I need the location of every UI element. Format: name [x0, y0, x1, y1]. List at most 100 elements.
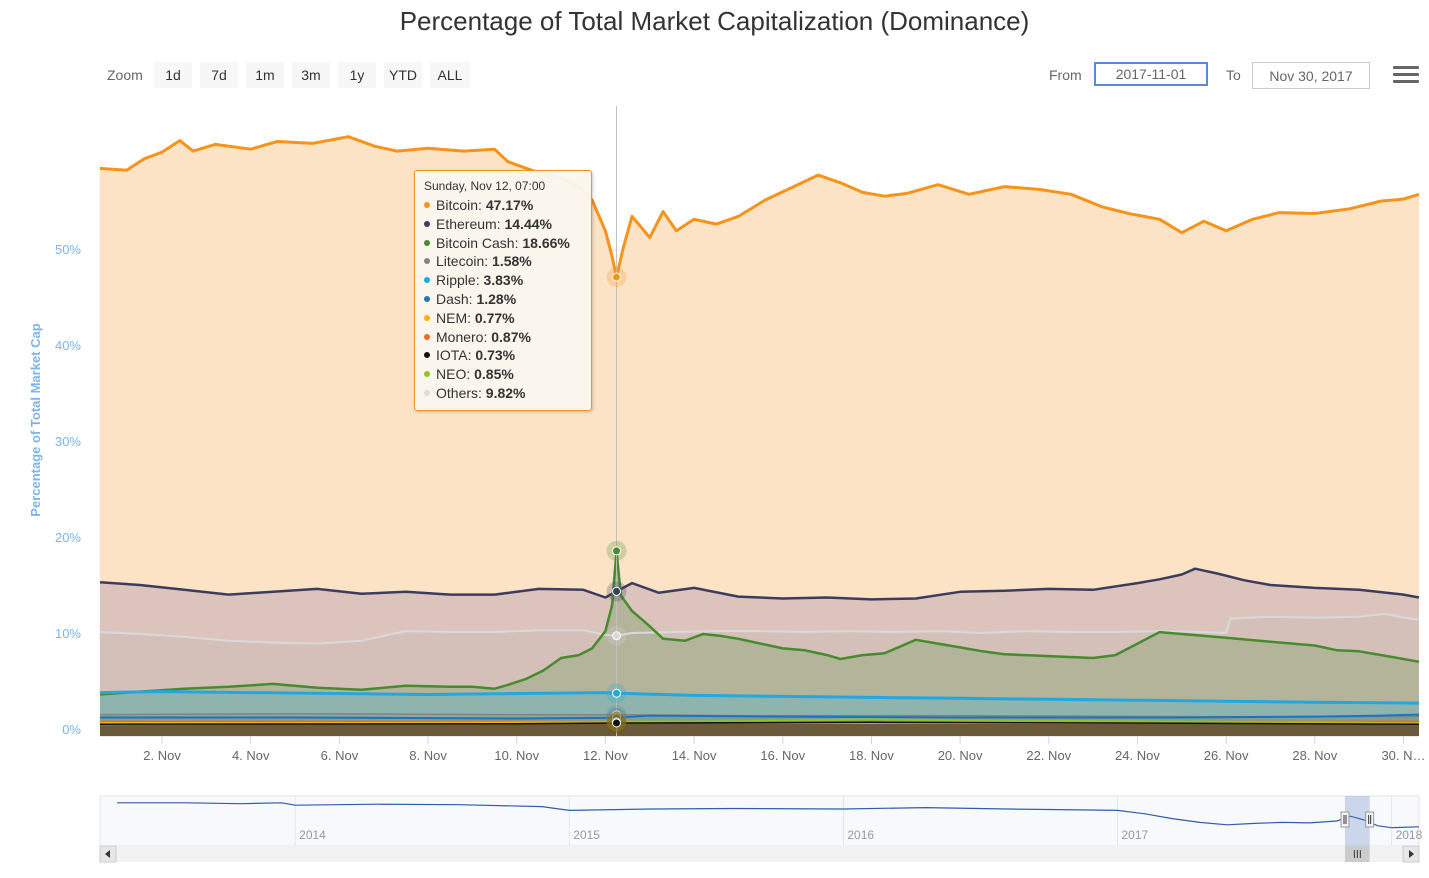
hover-marker-bitcoin [612, 272, 622, 282]
tooltip-header: Sunday, Nov 12, 07:00 [424, 179, 546, 193]
tooltip-series-name: NEO: [436, 366, 475, 383]
zoom-1m-button[interactable]: 1m [246, 62, 284, 88]
navigator-year-label: 2015 [573, 828, 600, 842]
x-tick-label: 22. Nov [1026, 748, 1071, 763]
navigator-left-handle[interactable] [1340, 811, 1350, 828]
hover-marker-ripple [612, 688, 622, 698]
hamburger-menu-icon[interactable] [1393, 66, 1419, 88]
from-date-input[interactable] [1094, 62, 1208, 86]
scrollbar-track[interactable] [100, 846, 1419, 862]
x-tick-label: 24. Nov [1115, 748, 1160, 763]
x-tick-label: 16. Nov [760, 748, 805, 763]
tooltip-series-name: NEM: [436, 309, 475, 326]
x-tick-label: 8. Nov [409, 748, 447, 763]
tooltip-series-value: 0.77% [474, 309, 515, 326]
tooltip-dot-icon [424, 352, 430, 359]
zoom-label: Zoom [107, 67, 143, 83]
x-tick-label: 4. Nov [232, 748, 270, 763]
tooltip: Sunday, Nov 12, 07:00 Bitcoin: 47.17% Eth… [414, 170, 592, 411]
tooltip-dot-icon [424, 239, 430, 246]
y-tick-label: 40% [55, 338, 81, 353]
tooltip-dot-icon [424, 333, 430, 340]
tooltip-dot-icon [424, 277, 430, 284]
tooltip-series-value: 0.85% [474, 366, 514, 383]
series-line-bitcoin[interactable] [99, 135, 1420, 279]
zoom-1d-button[interactable]: 1d [154, 62, 192, 88]
tooltip-series-name: Bitcoin Cash: [436, 234, 523, 251]
tooltip-series-name: Others: [436, 384, 486, 401]
x-tick-label: 12. Nov [583, 748, 628, 763]
x-tick-label: 26. Nov [1204, 748, 1249, 763]
tooltip-series-name: Monero: [436, 328, 492, 345]
arrow-right-icon [1409, 850, 1414, 858]
tooltip-row: Bitcoin: 47.17% [424, 196, 591, 215]
tooltip-series-name: IOTA: [436, 347, 476, 364]
tooltip-dot-icon [424, 295, 430, 302]
x-tick-label: 18. Nov [849, 748, 894, 763]
hover-marker-iota [612, 718, 622, 728]
series-line-dash[interactable] [100, 713, 1420, 720]
tooltip-dot-icon [424, 371, 430, 378]
tooltip-series-value: 1.28% [476, 290, 517, 307]
tooltip-dot-icon [424, 220, 430, 227]
navigator-right-handle[interactable] [1365, 811, 1375, 828]
tooltip-series-value: 3.83% [483, 272, 524, 289]
y-tick-label: 10% [55, 626, 81, 641]
hover-marker-bitcoin-cash [612, 546, 622, 556]
x-tick-label: 6. Nov [321, 748, 359, 763]
tooltip-series-value: 0.87% [491, 328, 531, 345]
tooltip-series-name: Dash: [436, 290, 477, 307]
tooltip-row: Bitcoin Cash: 18.66% [424, 234, 591, 253]
y-tick-label: 50% [55, 242, 81, 257]
series-line-others[interactable] [99, 612, 1420, 645]
series-line-bitcoin-cash[interactable] [99, 549, 1420, 696]
zoom-all-button[interactable]: ALL [430, 62, 470, 88]
series-line-iota[interactable] [99, 721, 1420, 725]
to-label: To [1226, 67, 1241, 83]
chart-title: Percentage of Total Market Capitalizatio… [399, 6, 1030, 36]
zoom-7d-button[interactable]: 7d [200, 62, 238, 88]
tooltip-row: Ripple: 3.83% [424, 271, 591, 290]
zoom-3m-button[interactable]: 3m [292, 62, 330, 88]
tooltip-series-value: 1.58% [492, 253, 532, 270]
tooltip-series-value: 18.66% [522, 234, 570, 251]
x-tick-label: 20. Nov [938, 748, 983, 763]
navigator-background [99, 795, 1420, 847]
hover-marker-ethereum [612, 586, 622, 596]
tooltip-series-name: Litecoin: [436, 253, 493, 270]
tooltip-dot-icon [424, 202, 430, 208]
navigator-year-label: 2018 [1396, 828, 1423, 842]
tooltip-series-value: 14.44% [504, 215, 552, 232]
series-line-ethereum[interactable] [99, 567, 1420, 601]
navigator-year-label: 2016 [847, 828, 874, 842]
hover-marker-others [612, 631, 622, 641]
y-axis-label: Percentage of Total Market Cap [28, 323, 43, 516]
from-label: From [1049, 67, 1082, 83]
x-tick-label: 2. Nov [143, 748, 181, 763]
tooltip-row: Ethereum: 14.44% [424, 215, 591, 234]
navigator-year-label: 2014 [299, 828, 326, 842]
x-tick-label: 30. N… [1381, 748, 1425, 763]
arrow-left-icon [105, 850, 110, 858]
tooltip-series-value: 0.73% [475, 347, 516, 364]
x-tick-label: 10. Nov [494, 748, 539, 763]
y-tick-label: 20% [55, 530, 81, 545]
x-tick-label: 28. Nov [1292, 748, 1337, 763]
series-line-ripple[interactable] [99, 690, 1420, 705]
tooltip-row: Others: 9.82% [424, 384, 591, 403]
tooltip-row: Monero: 0.87% [424, 328, 591, 347]
tooltip-dot-icon [424, 389, 430, 396]
y-tick-label: 30% [55, 434, 81, 449]
tooltip-row: NEM: 0.77% [424, 309, 591, 328]
tooltip-row: Dash: 1.28% [424, 290, 591, 309]
tooltip-row: IOTA: 0.73% [424, 346, 591, 365]
to-date-input[interactable] [1252, 62, 1370, 89]
tooltip-series-value: 9.82% [485, 384, 526, 401]
zoom-1y-button[interactable]: 1y [338, 62, 376, 88]
tooltip-row: Litecoin: 1.58% [424, 252, 591, 271]
tooltip-series-name: Ethereum: [436, 215, 505, 232]
y-tick-label: 0% [62, 722, 81, 737]
series-area-iota [100, 722, 1419, 736]
zoom-ytd-button[interactable]: YTD [384, 62, 422, 88]
